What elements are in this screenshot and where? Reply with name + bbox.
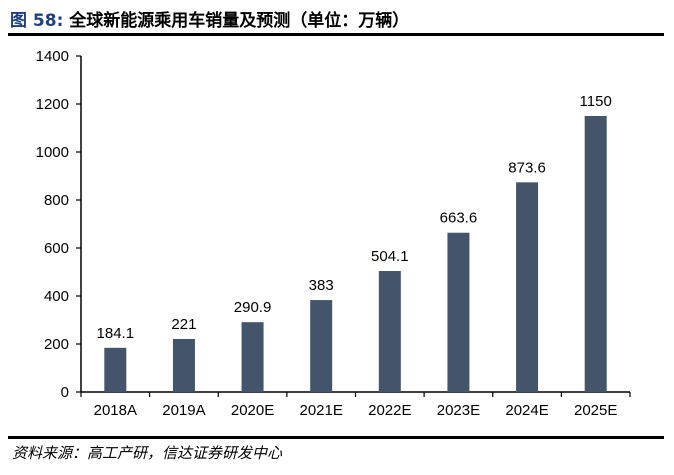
bar (172, 338, 195, 392)
y-tick-label: 800 (44, 192, 69, 209)
y-tick-label: 0 (61, 384, 69, 401)
bar-value-label: 1150 (580, 93, 612, 110)
bar-value-label: 290.9 (234, 299, 272, 316)
bar-value-label: 221 (171, 316, 196, 333)
bar-value-label: 504.1 (371, 248, 409, 265)
bar-value-label: 663.6 (440, 210, 478, 227)
y-tick-label: 1400 (36, 48, 69, 65)
x-tick-label: 2018A (94, 402, 137, 419)
y-tick-label: 200 (44, 336, 69, 353)
figure-title-text: 全球新能源乘用车销量及预测（单位：万辆） (69, 11, 410, 31)
x-tick-label: 2021E (300, 402, 343, 419)
figure-title: 图 58: 全球新能源乘用车销量及预测（单位：万辆） (10, 6, 409, 31)
y-tick-label: 1000 (36, 144, 69, 161)
bar-value-label: 184.1 (97, 325, 135, 342)
bar (378, 271, 401, 392)
x-tick-label: 2022E (368, 402, 411, 419)
bar (104, 347, 127, 392)
title-rule (8, 33, 664, 36)
bar (241, 322, 264, 392)
y-tick-label: 1200 (36, 96, 69, 113)
source-rule (8, 436, 664, 439)
x-tick-label: 2024E (505, 402, 548, 419)
bar (516, 182, 539, 392)
y-tick-label: 400 (44, 288, 69, 305)
bar (447, 232, 470, 392)
x-tick-label: 2023E (437, 402, 480, 419)
figure-number: 图 58: (10, 11, 64, 31)
bar (584, 116, 607, 392)
bar-value-label: 383 (309, 277, 334, 294)
y-tick-label: 600 (44, 240, 69, 257)
bar-value-label: 873.6 (508, 159, 546, 176)
x-tick-label: 2025E (574, 402, 617, 419)
x-tick-label: 2019A (162, 402, 205, 419)
source-note: 资料来源：高工产研，信达证券研发中心 (12, 444, 283, 462)
bar (310, 300, 333, 392)
x-tick-label: 2020E (231, 402, 274, 419)
